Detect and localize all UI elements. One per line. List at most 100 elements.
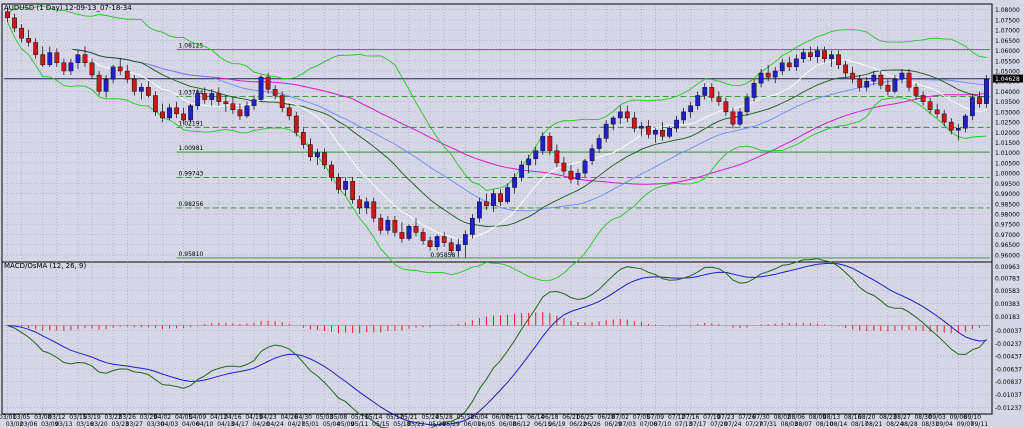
date-tick-label: 04/30 [295,414,312,421]
macd-tick-label: 0.00183 [995,314,1020,321]
candle-body [441,236,447,243]
candle-body [779,62,785,72]
candle-body [526,158,532,166]
candle-body [962,115,968,129]
candle-body [223,101,229,104]
candle-body [477,201,482,219]
price-tick-label: 1.01000 [995,150,1020,157]
candle-body [19,27,24,39]
candle-body [315,152,320,158]
current-price-label: 1.04628 [995,76,1020,83]
candle-body [737,111,743,125]
date-tick-label-secondary: 05/25 [428,421,445,428]
candle-body [188,105,194,121]
candle-body [364,201,370,209]
price-tick-label: 0.97000 [995,232,1020,239]
candle-body [138,87,144,92]
date-tick-label-secondary: 05/22 [407,421,424,428]
candle-body [491,193,496,207]
candle-body [427,240,433,247]
date-tick-label: 04/16 [224,414,241,421]
candle-body [103,78,109,92]
fib-level-label: 0.95810 [179,251,204,258]
candle-body [631,117,637,129]
candle-body [5,11,10,19]
candle-body [519,164,525,178]
price-tick-label: 0.96500 [995,242,1020,249]
candle-body [167,107,172,119]
candle-body [251,99,257,106]
candle-body [984,78,989,104]
date-tick-label: 06/25 [576,414,593,421]
date-tick-label: 04/23 [259,414,276,421]
candle-body [89,62,95,76]
candle-body [131,78,137,92]
candle-body [153,95,158,113]
candle-body [702,87,708,96]
price-tick-label: 0.98000 [995,212,1020,219]
date-tick-label-secondary: 09/04 [936,421,953,428]
macd-pane-frame [1,261,993,415]
candle-body [582,160,588,174]
candle-body [40,54,46,66]
fib-level-label: 1.08125 [179,43,204,50]
date-tick-label-secondary: 03/13 [55,421,72,428]
date-tick-label-secondary: 03/02 [6,421,23,428]
price-tick-label: 1.03500 [995,99,1020,106]
date-tick-label: 08/13 [823,414,840,421]
date-tick-label-secondary: 03/16 [76,421,93,428]
candle-body [927,101,933,111]
candle-body [462,234,468,245]
date-tick-label-secondary: 07/13 [675,421,692,428]
candle-body [279,95,285,108]
price-tick-label: 1.07500 [995,17,1020,24]
price-tick-label: 0.99500 [995,181,1020,188]
candle-body [723,101,729,113]
date-tick-label-secondary: 04/06 [182,421,199,428]
candle-body [512,177,517,188]
candle-body [815,50,820,57]
candle-body [850,72,856,80]
candle-body [265,76,271,90]
date-tick-label-secondary: 08/28 [900,421,917,428]
date-tick-label: 09/03 [929,414,946,421]
candle-body [420,232,426,241]
date-tick-label: 07/09 [647,414,664,421]
candle-body [336,177,341,190]
macd-tick-label: 0.00783 [995,275,1020,282]
candle-body [195,93,201,106]
candle-body [624,111,630,119]
date-tick-label: 07/23 [717,414,734,421]
candle-body [117,66,123,72]
date-tick-label: 08/02 [774,414,791,421]
date-tick-label-secondary: 07/20 [710,421,727,428]
date-tick-label-secondary: 08/24 [886,421,903,428]
candle-body [554,150,560,164]
date-tick-label: 09/06 [950,414,967,421]
price-tick-label: 0.98500 [995,201,1020,208]
candle-body [681,111,687,121]
candle-body [329,164,334,178]
date-tick-label: 09/10 [964,414,981,421]
date-tick-label: 08/27 [893,414,910,421]
candle-body [568,170,574,180]
date-tick-label: 07/05 [633,414,650,421]
date-tick-label: 03/05 [13,414,30,421]
candle-body [12,17,17,29]
date-tick-label: 05/21 [400,414,417,421]
fib-level-label: 1.03704 [179,90,204,97]
date-tick-label-secondary: 04/27 [288,421,305,428]
date-tick-label: 07/26 [738,414,755,421]
candle-body [800,52,806,59]
candle-body [145,87,151,96]
date-tick-label: 04/09 [189,414,206,421]
candle-body [26,38,32,43]
date-tick-label: 08/23 [879,414,896,421]
price-tick-label: 1.08000 [995,7,1020,14]
candle-body [751,83,757,98]
candle-body [653,130,658,135]
candle-body [286,107,292,117]
candle-body [230,103,236,111]
date-tick-label-secondary: 04/17 [231,421,248,428]
